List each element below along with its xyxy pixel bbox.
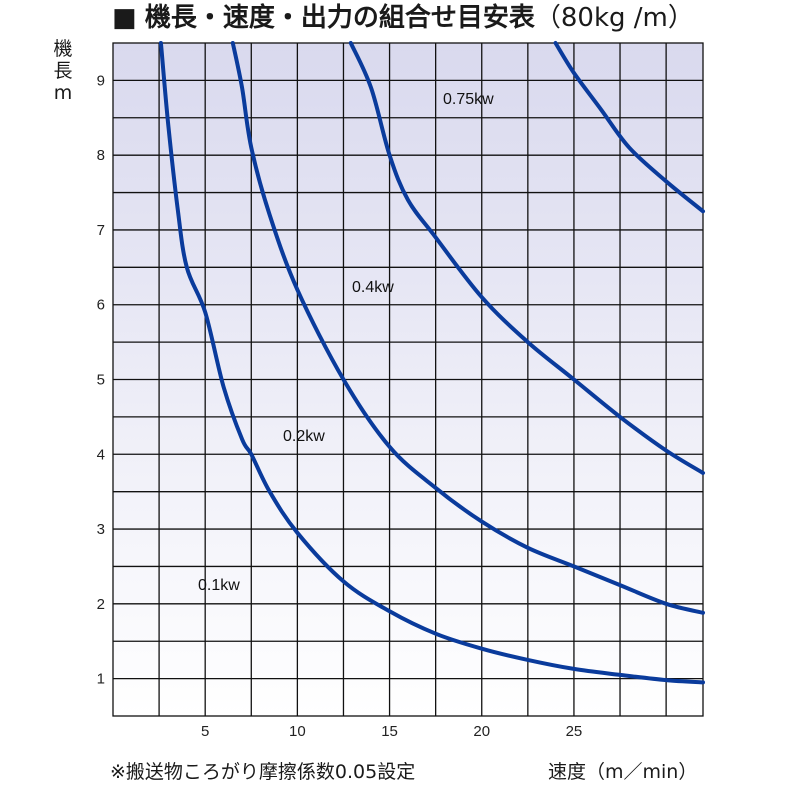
y-tick-label: 5: [97, 372, 105, 389]
x-tick-label: 5: [201, 723, 209, 740]
y-tick-label: 9: [97, 72, 105, 89]
title-square-mark: ■: [112, 3, 137, 33]
chart-title: ■ 機長・速度・出力の組合せ目安表（80kg /m）: [112, 0, 694, 40]
curve-label: 0.75kw: [443, 91, 494, 108]
title-main: 機長・速度・出力の組合せ目安表: [144, 3, 535, 33]
x-tick-label: 15: [381, 723, 398, 740]
curve-label: 0.1kw: [198, 577, 240, 594]
curve-label: 0.4kw: [352, 279, 394, 296]
series-line-0.2kw: [230, 41, 705, 615]
series-line-0.4kw: [348, 41, 705, 475]
x-tick-label: 20: [473, 723, 490, 740]
series-line-0.1kw: [158, 41, 705, 685]
y-tick-label: 1: [97, 671, 105, 688]
y-tick-label: 8: [97, 147, 105, 164]
y-axis-label-char: 長: [53, 60, 73, 82]
tick-labels: 1 2 3 4 5 6 7 8 9 5 10 15 20 25: [97, 72, 583, 740]
footnote: ※搬送物ころがり摩擦係数0.05設定: [110, 761, 416, 783]
series-line-0.75kw: [553, 41, 705, 214]
plot-frame: [112, 42, 704, 717]
x-tick-label: 10: [289, 723, 306, 740]
y-axis-label-char: m: [53, 82, 73, 104]
x-tick-label: 25: [566, 723, 583, 740]
y-tick-label: 7: [97, 222, 105, 239]
curve-label: 0.2kw: [283, 428, 325, 445]
y-axis-label: 機 長 m: [48, 38, 78, 104]
curve-labels: 0.75kw 0.4kw 0.2kw 0.1kw: [198, 91, 494, 594]
y-tick-label: 3: [97, 521, 105, 538]
series-lines: [158, 41, 705, 685]
y-tick-label: 6: [97, 297, 105, 314]
y-tick-label: 4: [97, 446, 105, 463]
title-unit: （80kg /m）: [534, 3, 694, 33]
y-tick-label: 2: [97, 596, 105, 613]
y-axis-label-char: 機: [53, 38, 73, 60]
x-axis-label: 速度（m／min）: [548, 761, 698, 783]
